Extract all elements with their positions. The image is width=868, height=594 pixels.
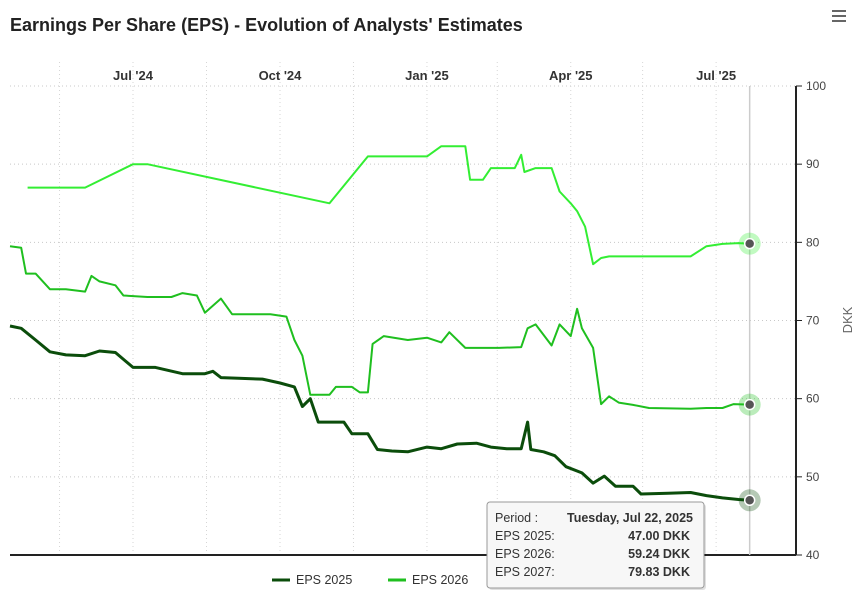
y-tick-label: 40 (806, 548, 820, 562)
y-ticks: 40 50 60 70 80 90 100 (806, 79, 826, 562)
hamburger-menu-icon[interactable] (829, 6, 849, 26)
tooltip: Period : Tuesday, Jul 22, 2025 EPS 2025: 47… (486, 501, 706, 590)
y-tick-label: 80 (806, 235, 820, 249)
series-line-eps-2025 (9, 324, 750, 502)
y-tick-label: 70 (806, 314, 820, 328)
tooltip-row-label: EPS 2026: (495, 547, 555, 561)
tooltip-period-value: Tuesday, Jul 22, 2025 (567, 511, 693, 525)
series-line-eps-2027 (27, 145, 750, 266)
y-tick-label: 100 (806, 79, 826, 93)
y-tick-label: 50 (806, 470, 820, 484)
legend-label: EPS 2025 (296, 573, 352, 587)
x-tick-label: Oct '24 (259, 68, 303, 83)
y-tick-label: 60 (806, 392, 820, 406)
marker-point (743, 237, 756, 250)
series-line-eps-2026 (9, 245, 750, 410)
y-tick-label: 90 (806, 157, 820, 171)
marker-point (743, 398, 756, 411)
legend-label: EPS 2026 (412, 573, 468, 587)
x-tick-label: Jul '24 (113, 68, 154, 83)
tooltip-row-label: EPS 2027: (495, 565, 555, 579)
marker-point (743, 494, 756, 507)
chart-title: Earnings Per Share (EPS) - Evolution of … (10, 15, 523, 35)
series-lines (9, 145, 750, 502)
tooltip-box (486, 501, 705, 589)
tooltip-row-value: 59.24 DKK (628, 547, 690, 561)
x-tick-label: Jan '25 (405, 68, 449, 83)
x-ticks: Jul '24 Oct '24 Jan '25 Apr '25 Jul '25 (113, 68, 736, 83)
x-tick-label: Jul '25 (696, 68, 736, 83)
grid (10, 62, 796, 555)
hover-markers (738, 86, 761, 555)
tooltip-row-label: EPS 2025: (495, 529, 555, 543)
tooltip-period-label: Period : (495, 511, 538, 525)
y-axis-label: DKK (840, 306, 855, 333)
tooltip-row-value: 79.83 DKK (628, 565, 690, 579)
tooltip-row-value: 47.00 DKK (628, 529, 690, 543)
x-tick-label: Apr '25 (549, 68, 593, 83)
